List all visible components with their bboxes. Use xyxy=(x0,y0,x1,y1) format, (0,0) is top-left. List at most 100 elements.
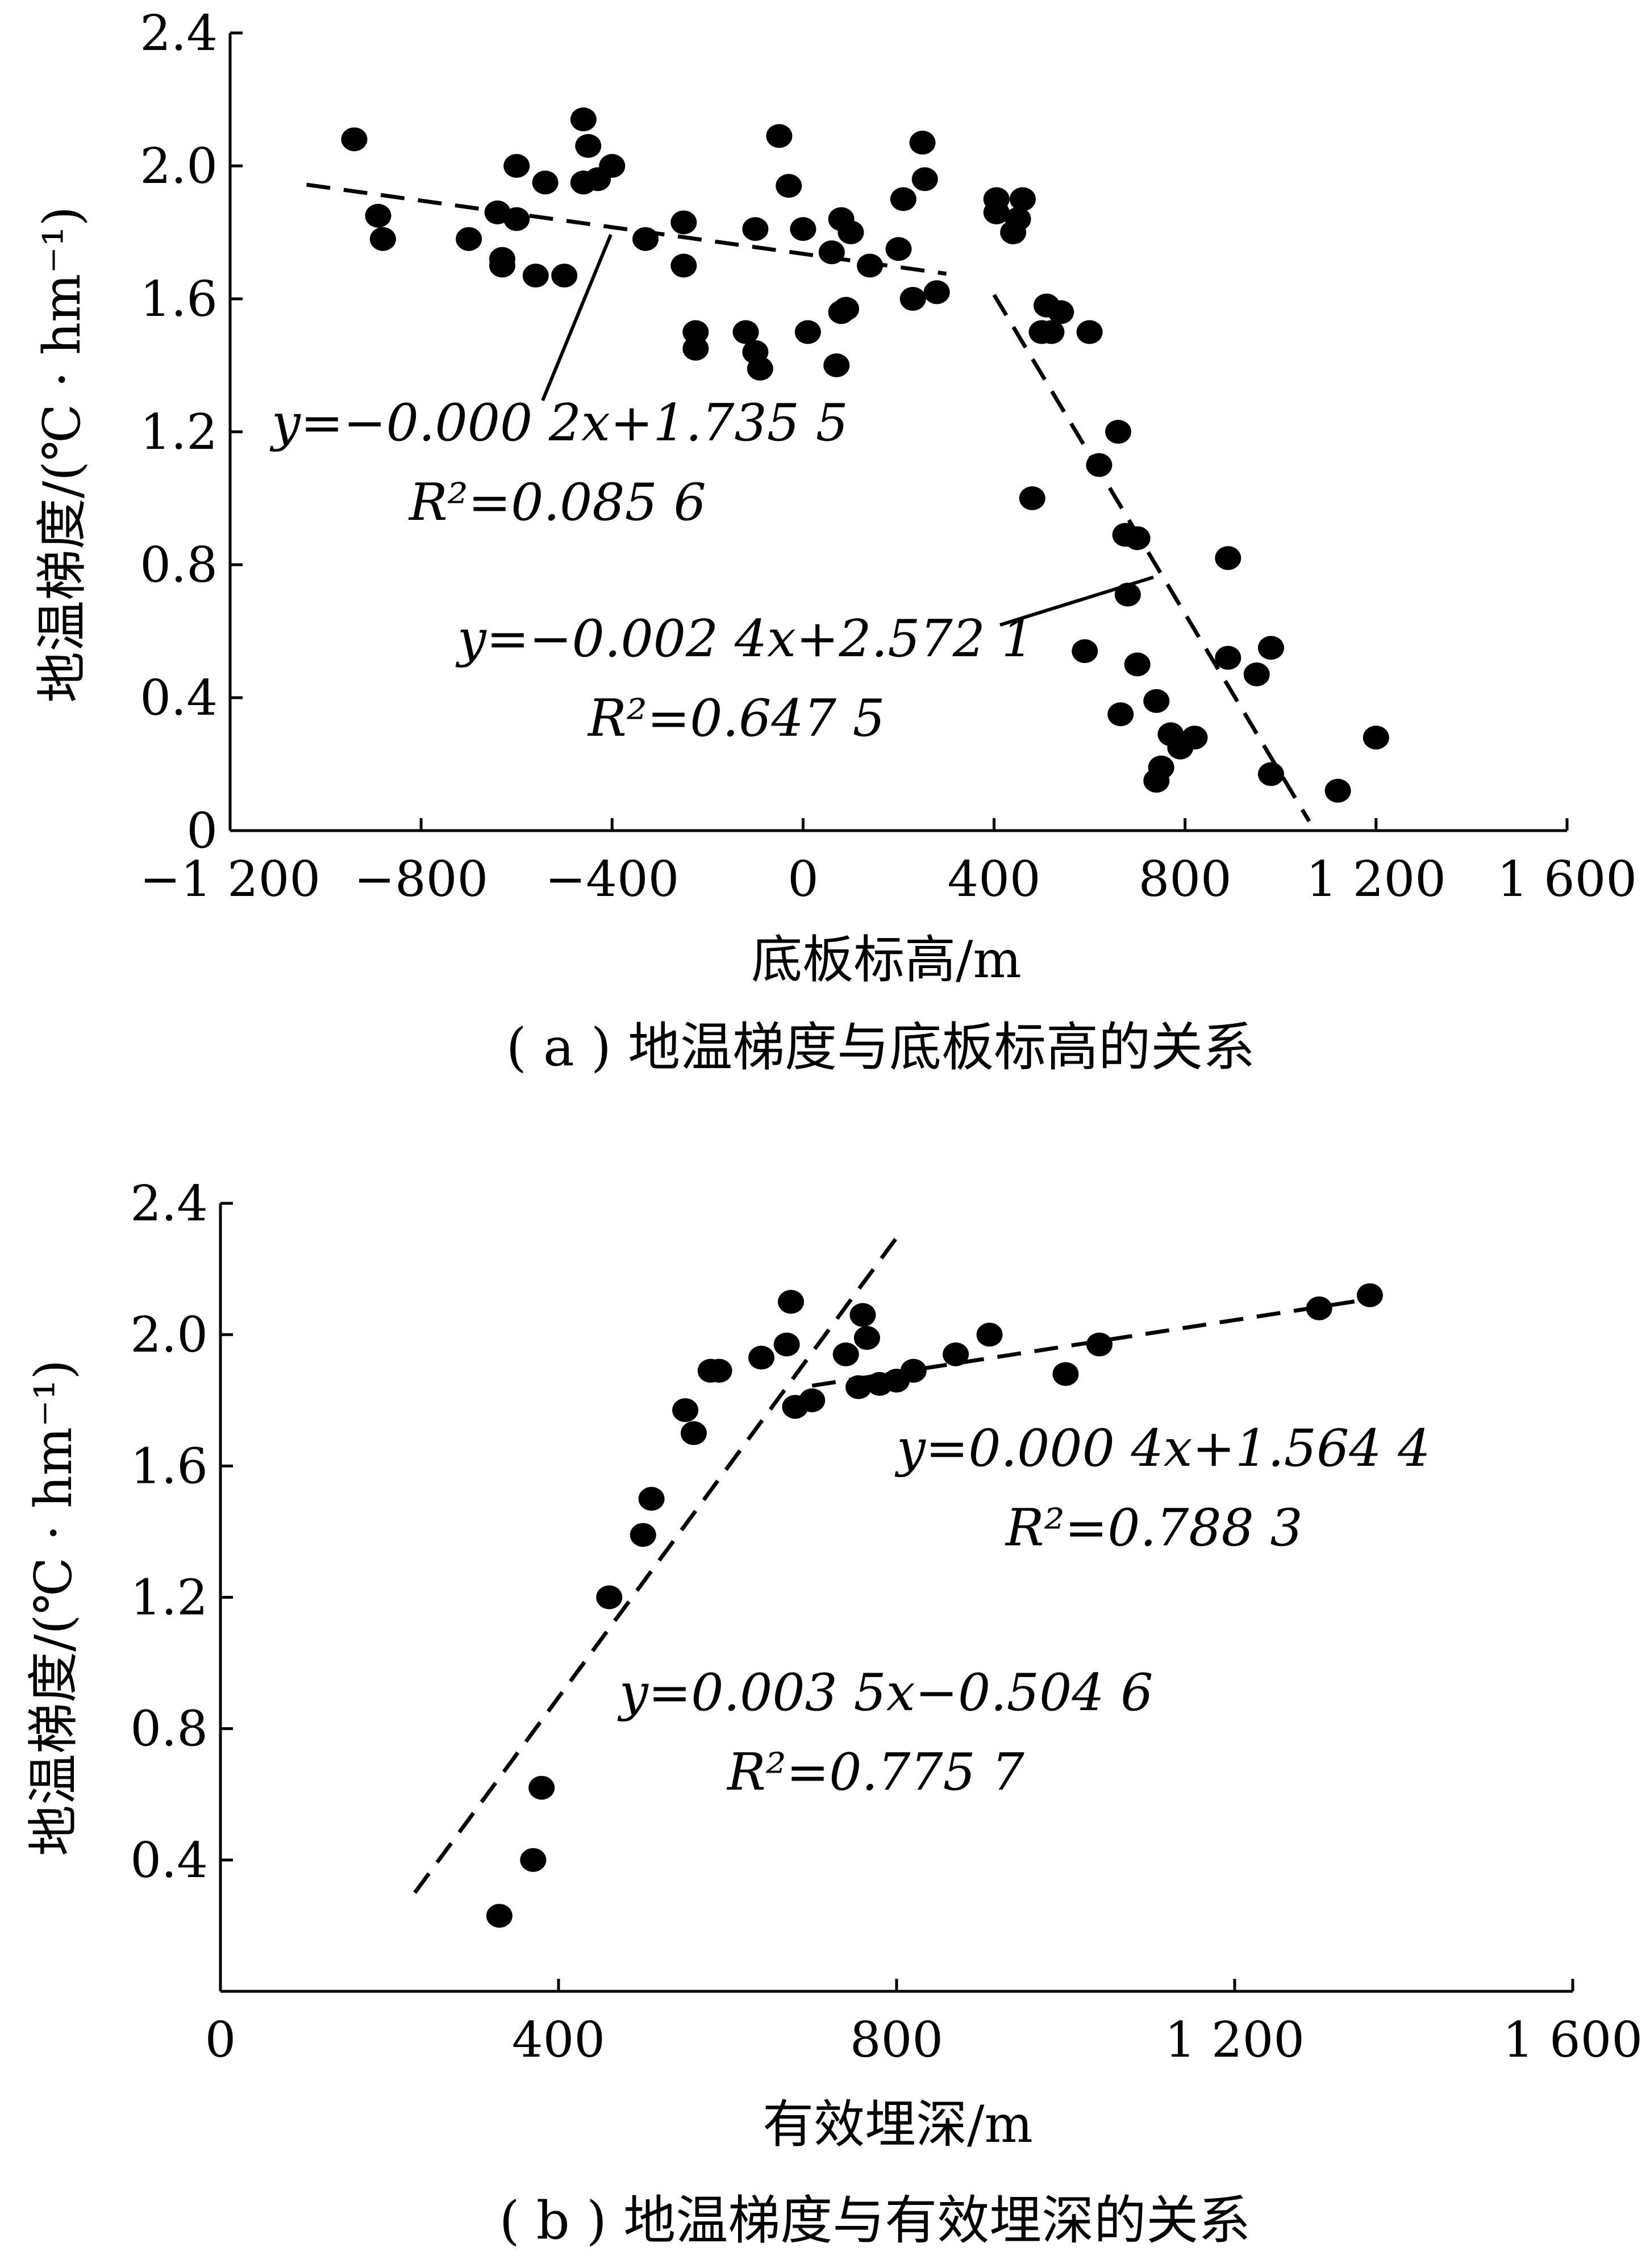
data-point xyxy=(748,1345,774,1370)
data-point xyxy=(1038,320,1065,344)
data-point xyxy=(732,320,759,344)
data-point xyxy=(682,320,709,344)
data-point xyxy=(773,1332,800,1357)
data-point xyxy=(976,1323,1003,1347)
panel-a-ticks: −1 200 −800 −400 0 400 800 1 200 1 600 0 0.4 0.8 1.… xyxy=(140,5,1637,908)
data-point xyxy=(943,1342,969,1366)
fit-line-2 xyxy=(992,294,1311,823)
data-point xyxy=(766,124,793,148)
data-point xyxy=(532,170,559,195)
panel-b-fit1-r2: R²=0.775 7 xyxy=(726,1742,1025,1802)
data-point xyxy=(682,336,709,361)
data-point xyxy=(790,217,816,241)
data-point xyxy=(365,203,391,228)
data-point xyxy=(638,1487,665,1511)
data-point xyxy=(983,200,1010,224)
y-tick-label: 1.6 xyxy=(140,271,218,328)
data-point xyxy=(742,217,769,241)
y-tick-label: 2.0 xyxy=(130,1307,208,1364)
data-point xyxy=(596,1585,623,1610)
data-point xyxy=(1181,726,1208,750)
data-point xyxy=(1052,1362,1079,1386)
panel-b-caption: ( b ) 地温梯度与有效埋深的关系 xyxy=(499,2190,1251,2251)
y-tick-label: 2.4 xyxy=(140,5,218,62)
data-point xyxy=(681,1421,707,1445)
panel-b-fit2-r2: R²=0.788 3 xyxy=(1005,1498,1303,1558)
data-point xyxy=(1243,662,1270,687)
panel-b-axes xyxy=(219,1203,1573,1993)
data-point xyxy=(823,353,850,377)
data-point xyxy=(630,1523,656,1547)
data-point xyxy=(1257,762,1284,786)
data-point xyxy=(799,1388,826,1412)
panel-a-fit2-equation: y=−0.002 4x+2.572 1 xyxy=(455,609,1034,669)
data-point xyxy=(909,131,936,155)
x-tick-label: 1 200 xyxy=(1306,851,1446,908)
data-point xyxy=(747,356,773,381)
y-tick-label: 0.4 xyxy=(140,670,218,727)
data-point xyxy=(885,237,912,261)
panel-a-fit1-equation: y=−0.000 2x+1.735 5 xyxy=(269,393,848,453)
data-point xyxy=(1363,726,1389,750)
panel-a-fit2-leader xyxy=(999,576,1154,627)
data-point xyxy=(1143,689,1170,713)
data-point xyxy=(1357,1283,1383,1307)
panel-a-xlabel: 底板标高/m xyxy=(751,930,1022,990)
panel-a-chart: −1 200 −800 −400 0 400 800 1 200 1 600 0 0.4 0.8 1.… xyxy=(32,5,1637,1078)
panel-b-fit1-equation: y=0.003 5x−0.504 6 xyxy=(617,1663,1153,1723)
data-point xyxy=(1086,1332,1112,1357)
data-point xyxy=(503,207,530,231)
y-tick-label: 0.8 xyxy=(130,1701,208,1758)
x-tick-label: 0 xyxy=(788,851,819,908)
panel-a-fit2-r2: R²=0.647 5 xyxy=(587,689,885,748)
data-point xyxy=(833,297,860,321)
y-tick-label: 0.8 xyxy=(140,537,218,594)
panel-a-fit1-r2: R²=0.085 6 xyxy=(408,473,706,532)
x-tick-label: −400 xyxy=(545,851,679,908)
data-point xyxy=(1105,420,1132,444)
x-tick-label: 400 xyxy=(947,851,1040,908)
data-point xyxy=(1257,636,1284,660)
data-point xyxy=(341,127,368,152)
data-point xyxy=(503,154,530,178)
data-point xyxy=(570,107,597,132)
panel-b-points xyxy=(486,1283,1383,1928)
x-tick-label: −1 200 xyxy=(140,851,320,908)
data-point xyxy=(890,187,916,211)
data-point xyxy=(1048,300,1074,324)
x-tick-label: 1 200 xyxy=(1165,2012,1305,2069)
data-point xyxy=(923,280,950,305)
x-tick-label: 400 xyxy=(512,2012,605,2069)
y-tick-label: 2.0 xyxy=(140,138,218,195)
y-tick-label: 1.2 xyxy=(140,404,218,461)
data-point xyxy=(1306,1296,1332,1320)
data-point xyxy=(575,134,602,158)
data-point xyxy=(778,1290,805,1314)
data-point xyxy=(1076,320,1103,344)
data-point xyxy=(1072,639,1098,664)
data-point xyxy=(1009,187,1036,211)
data-point xyxy=(1215,645,1241,670)
data-point xyxy=(899,287,926,311)
data-point xyxy=(849,1303,876,1327)
x-tick-label: −800 xyxy=(354,851,488,908)
data-point xyxy=(520,1848,547,1872)
data-point xyxy=(776,174,802,198)
data-point xyxy=(1107,702,1134,727)
panel-b-fit2-equation: y=0.000 4x+1.564 4 xyxy=(894,1419,1430,1478)
data-point xyxy=(857,253,884,278)
y-tick-label: 0.4 xyxy=(130,1832,208,1889)
data-point xyxy=(845,1375,872,1399)
x-tick-label: 1 600 xyxy=(1503,2012,1643,2069)
panel-a-caption: ( a ) 地温梯度与底板标高的关系 xyxy=(506,1017,1255,1078)
x-tick-label: 0 xyxy=(205,2012,236,2069)
data-point xyxy=(1324,778,1351,803)
x-tick-label: 1 600 xyxy=(1497,851,1637,908)
data-point xyxy=(1148,755,1174,779)
y-tick-label: 2.4 xyxy=(130,1175,208,1232)
data-point xyxy=(670,210,697,235)
panel-a-ylabel: 地温梯度/(℃ · hm⁻¹) xyxy=(32,206,92,703)
data-point xyxy=(1005,207,1031,231)
data-point xyxy=(672,1398,699,1423)
